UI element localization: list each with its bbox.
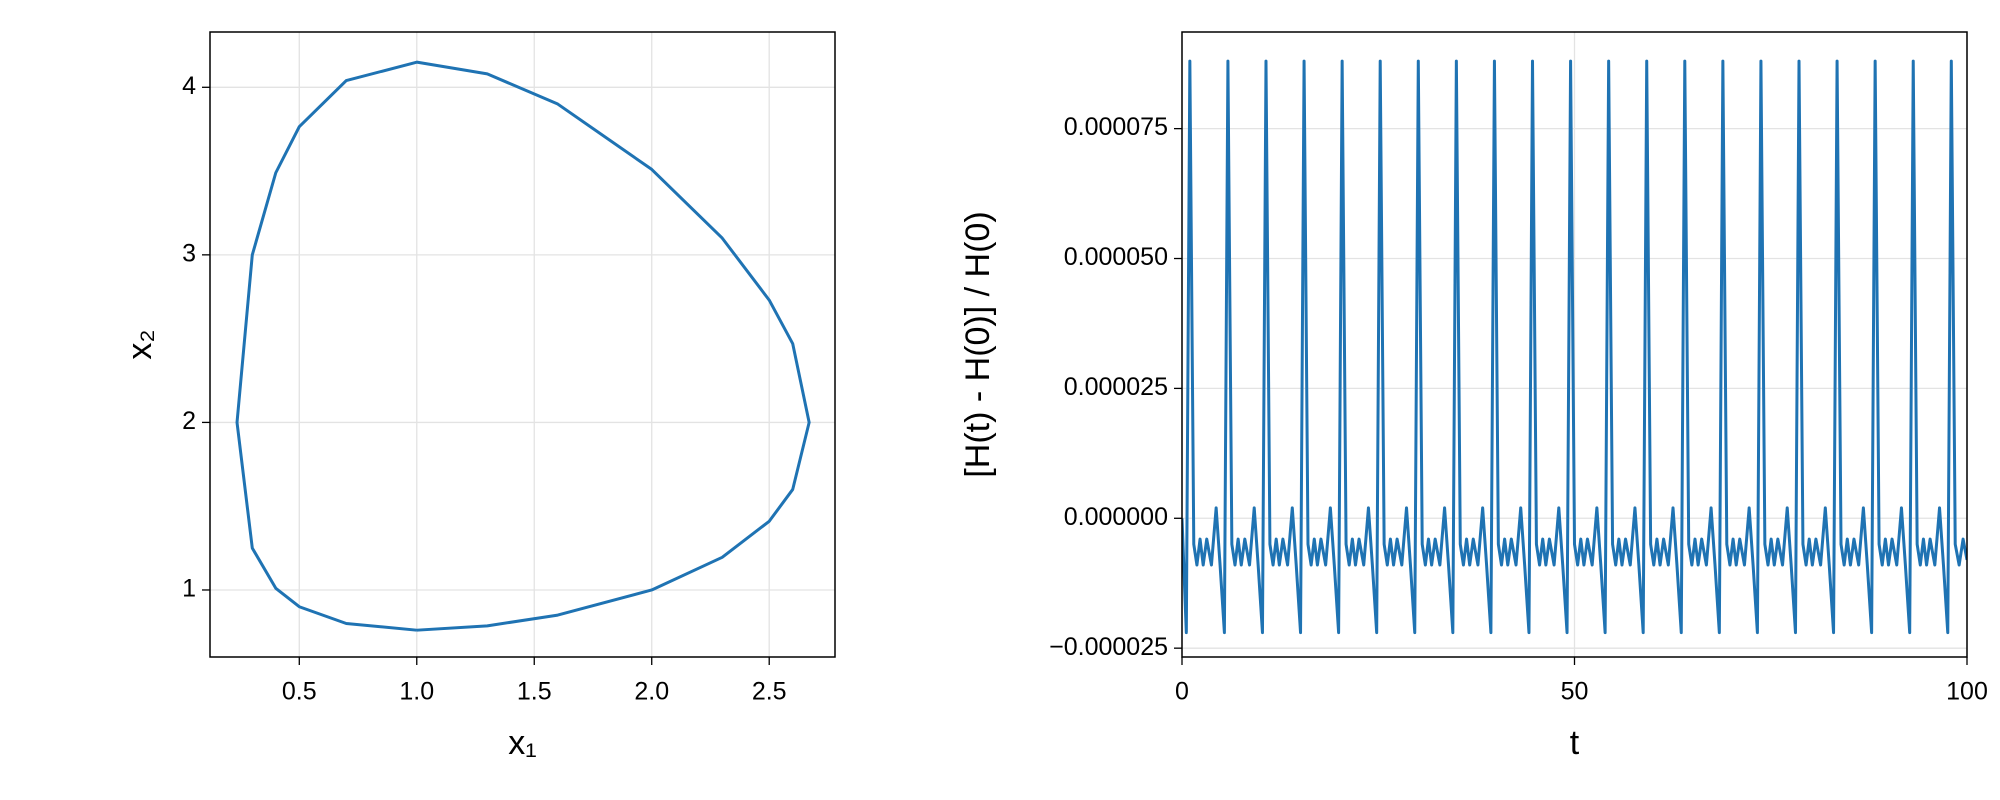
x-axis-label: x₁ [508, 724, 536, 762]
x-tick-label: 2.0 [634, 678, 669, 706]
y-tick-label: 0.000075 [1064, 113, 1168, 141]
x-tick-label: 0 [1175, 678, 1189, 706]
x-axis-label: t [1570, 724, 1580, 762]
y-tick-label: 0.000050 [1064, 243, 1168, 271]
y-tick-label: 1 [182, 575, 196, 603]
y-axis-label: x₂ [121, 329, 159, 359]
x-tick-label: 50 [1561, 678, 1589, 706]
x-tick-label: 1.5 [517, 678, 552, 706]
x-tick-label: 100 [1946, 678, 1988, 706]
data-line [1182, 59, 1967, 635]
y-tick-label: 4 [182, 72, 196, 100]
y-tick-label: 0.000025 [1064, 373, 1168, 401]
data-line [235, 60, 811, 632]
x-tick-label: 0.5 [282, 678, 317, 706]
plot-frame [209, 31, 836, 658]
y-tick-label: 0.000000 [1064, 503, 1168, 531]
y-axis-label: [H(t) - H(0)] / H(0) [959, 211, 997, 477]
y-tick-label: −0.000025 [1049, 633, 1168, 661]
x-tick-label: 2.5 [752, 678, 787, 706]
y-tick-label: 3 [182, 239, 196, 267]
plot-frame [1181, 31, 1968, 658]
x-tick-label: 1.0 [399, 678, 434, 706]
y-tick-label: 2 [182, 407, 196, 435]
